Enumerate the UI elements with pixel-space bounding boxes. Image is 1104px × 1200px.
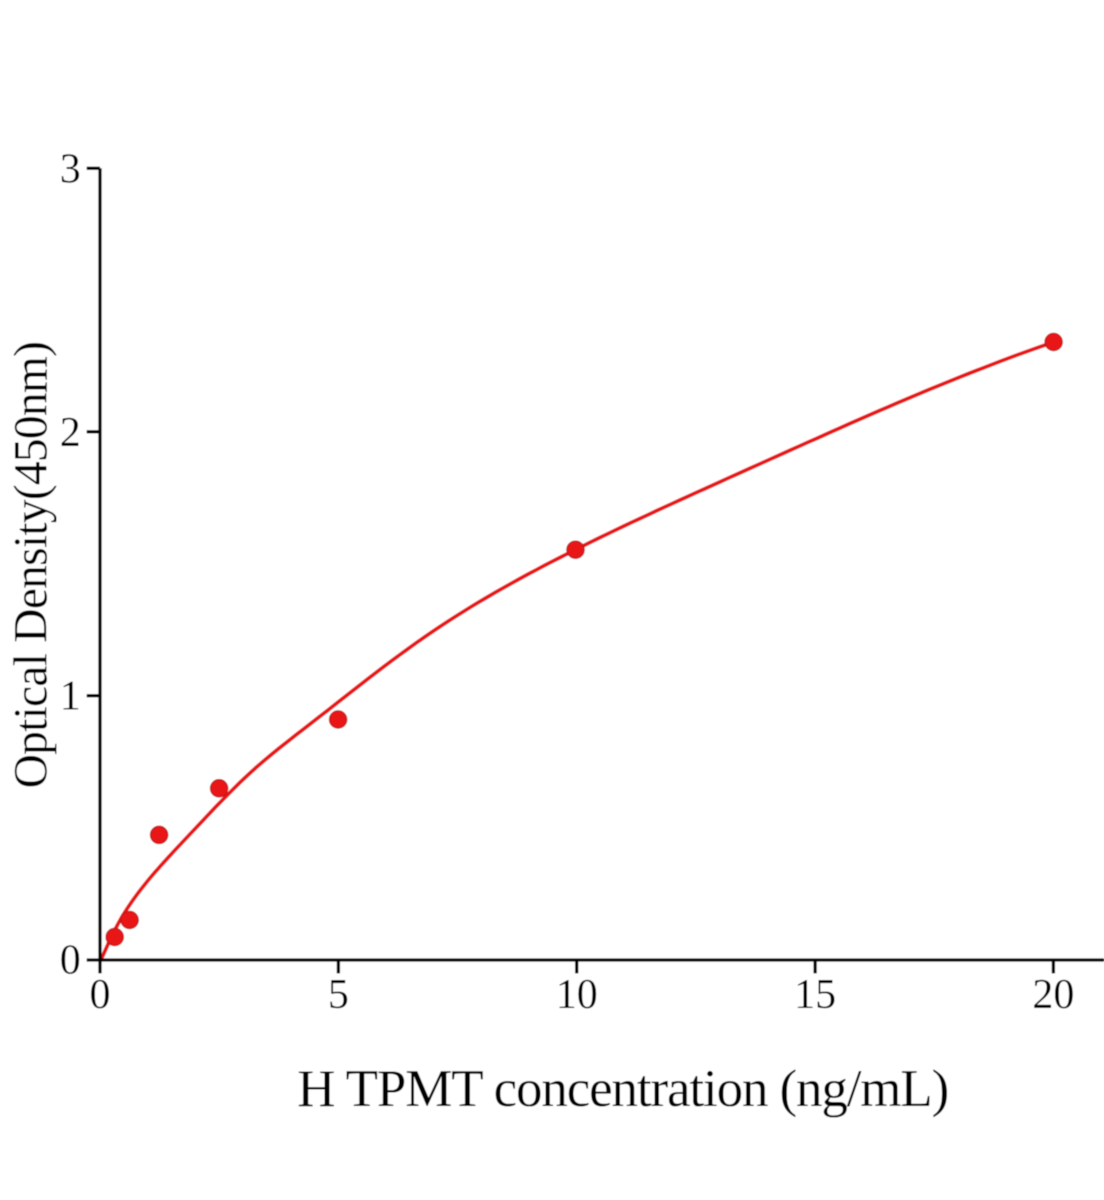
svg-text:10: 10: [556, 972, 598, 1018]
svg-text:2: 2: [60, 410, 81, 456]
svg-text:H TPMT concentration (ng/mL): H TPMT concentration (ng/mL): [297, 1060, 949, 1118]
svg-text:20: 20: [1032, 972, 1074, 1018]
svg-text:5: 5: [328, 972, 349, 1018]
svg-text:1: 1: [60, 674, 81, 720]
svg-text:3: 3: [60, 146, 81, 192]
svg-text:Optical Density(450nm): Optical Density(450nm): [6, 341, 58, 788]
svg-text:0: 0: [60, 938, 81, 984]
svg-text:0: 0: [90, 972, 111, 1018]
svg-text:15: 15: [794, 972, 836, 1018]
